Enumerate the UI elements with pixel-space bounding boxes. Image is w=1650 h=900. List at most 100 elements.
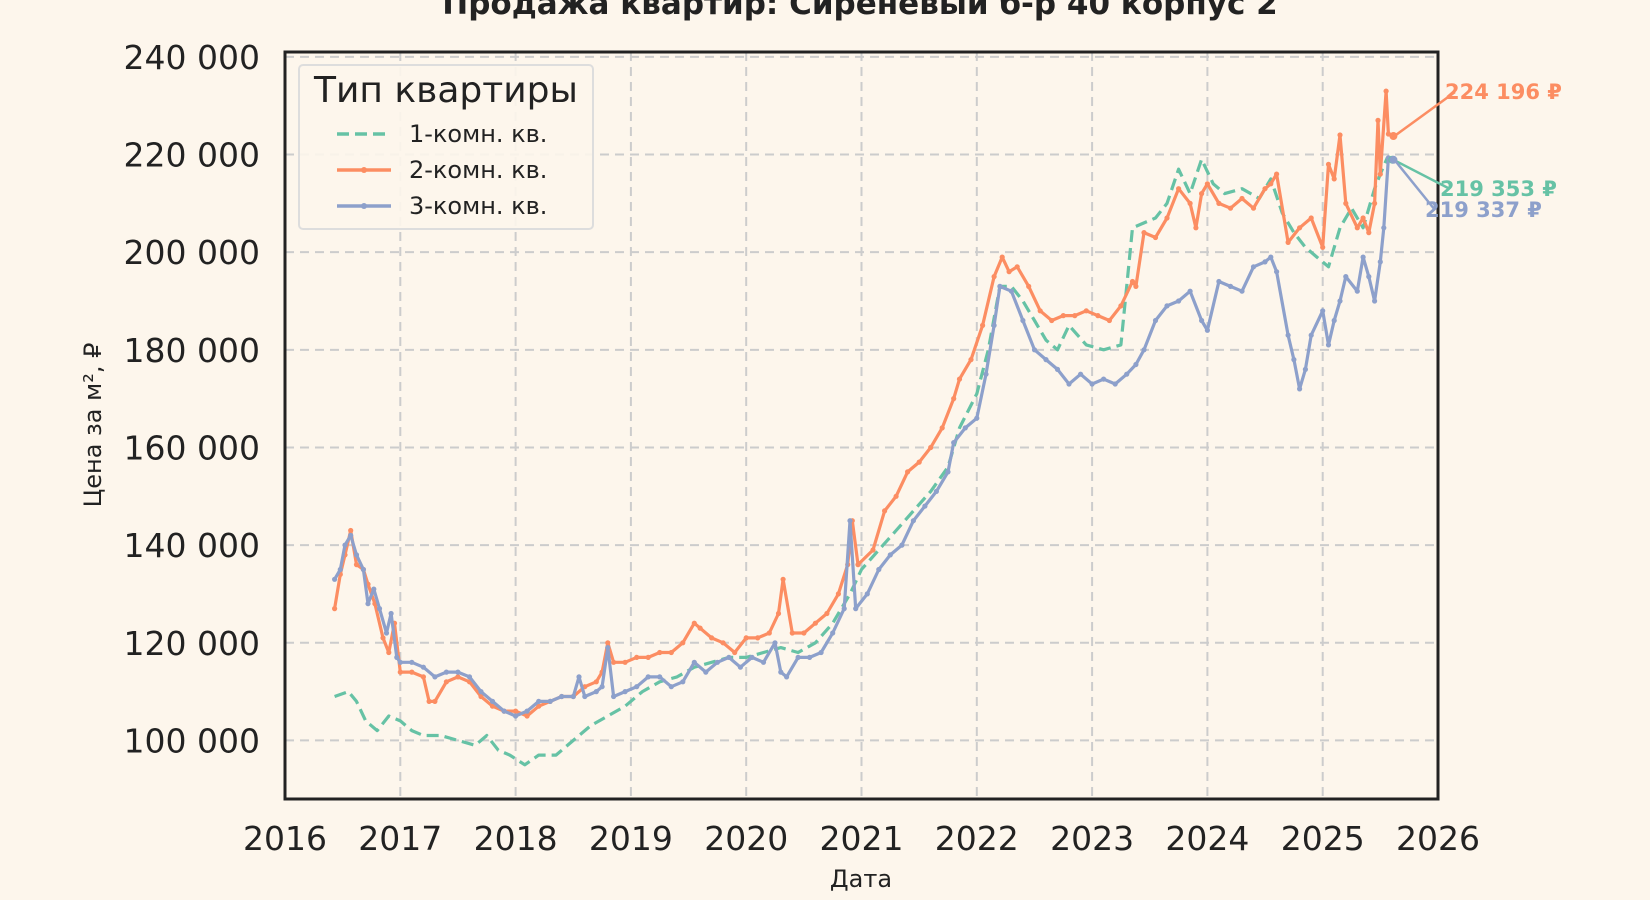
series-3-point [337, 566, 343, 573]
series-3-point [576, 674, 582, 680]
series-3-point [466, 674, 473, 680]
series-3-point [360, 566, 366, 573]
series-3-point [1089, 381, 1095, 387]
series-2-point [691, 620, 697, 626]
series-2-point [634, 654, 640, 661]
series-3-point [951, 440, 957, 446]
end-label-arrowhead-3 [1389, 155, 1398, 164]
series-3-point [657, 674, 663, 680]
y-tick-label: 240 000 [124, 38, 260, 77]
series-3-point [1366, 274, 1372, 280]
series-2-point [709, 635, 715, 641]
series-3-point [1152, 317, 1159, 324]
series-2-point [432, 698, 438, 705]
series-3-point [1112, 381, 1118, 387]
series-2-point [766, 630, 772, 636]
series-line-3 [333, 157, 1390, 718]
series-3-point [622, 689, 628, 695]
series-2-point [1337, 132, 1343, 138]
series-2-point [353, 562, 360, 568]
series-2-point [455, 674, 461, 680]
plot-frame [283, 50, 1440, 801]
series-2-point [928, 444, 934, 451]
series-3-point [1141, 347, 1147, 353]
series-3-point [887, 552, 893, 558]
end-label-arrow-1 [1392, 158, 1451, 191]
legend-label-2: 2-комн. кв. [409, 156, 547, 184]
x-tick-label: 2023 [1050, 819, 1134, 858]
series-3-point [1066, 381, 1072, 387]
series-2-point [939, 425, 945, 431]
series-3-point [1285, 332, 1291, 338]
legend-label-1: 1-комн. кв. [409, 120, 547, 148]
series-3-point [1381, 225, 1387, 231]
series-2-point [1262, 186, 1268, 192]
series-3-point [478, 689, 484, 695]
series-2-point [1083, 308, 1089, 314]
series-2-point [893, 493, 899, 499]
series-2-point [1204, 181, 1210, 187]
legend: Тип квартиры 1-комн. кв. 2-комн. кв. 3-ком… [298, 64, 594, 230]
series-2-point [1026, 283, 1032, 289]
x-tick-label: 2026 [1396, 819, 1480, 858]
series-2-point [780, 576, 786, 582]
series-3-point [611, 693, 617, 700]
series-2-point [1187, 200, 1193, 206]
series-2-point [1072, 313, 1078, 319]
end-labels: 219 353 ₽ 224 196 ₽ 219 337 ₽ [1388, 80, 1562, 222]
series-3-point [371, 586, 377, 592]
series-2-point [1343, 200, 1349, 206]
series-3-point [1133, 361, 1139, 368]
series-3-point [784, 674, 790, 680]
series-2-point [801, 630, 807, 636]
series-3-point [1187, 288, 1193, 294]
x-tick-label: 2024 [1165, 819, 1249, 858]
series-2-point [1375, 117, 1381, 123]
series-2-point [1297, 225, 1303, 231]
series-2-point [732, 649, 738, 656]
series-3-point [513, 713, 519, 719]
series-3-point [1227, 283, 1234, 289]
legend-entries: 1-комн. кв. 2-комн. кв. 3-комн. кв. [337, 120, 547, 220]
series-3-point [668, 684, 674, 690]
series-2-point [593, 679, 599, 685]
series-2-point [1354, 225, 1360, 231]
series-3-point [1372, 298, 1378, 304]
series-3-point [501, 708, 507, 714]
series-3-point [420, 664, 426, 670]
series-2-point [1133, 283, 1139, 289]
series-3-point [634, 684, 640, 690]
x-tick-label: 2018 [474, 819, 558, 858]
series-3-point [983, 371, 989, 377]
series-2-point [611, 659, 617, 665]
series-2-point [905, 469, 911, 475]
series-2-point [524, 713, 530, 719]
end-label-1: 219 353 ₽ [1440, 177, 1557, 201]
series-3-point [1239, 288, 1245, 294]
series-2-point [409, 669, 415, 675]
series-2-point [1060, 313, 1066, 319]
series-2-point [789, 630, 795, 636]
y-axis-label: Цена за м², ₽ [79, 343, 107, 508]
y-tick-label: 140 000 [124, 526, 260, 565]
end-label-2: 224 196 ₽ [1445, 80, 1562, 104]
series-2-point [1216, 200, 1222, 206]
x-axis-label: Дата [830, 865, 892, 893]
series-2-point [426, 698, 432, 705]
series-line-1 [334, 157, 1389, 767]
series-3-point [841, 606, 847, 612]
series-3-point [524, 708, 530, 714]
series-2-point [443, 679, 449, 685]
series-3-point [365, 601, 371, 607]
grid-lines [285, 52, 1438, 799]
series-3-point [997, 283, 1003, 289]
series-2-point [536, 703, 542, 709]
series-3-point [680, 679, 686, 685]
series-3-point [1291, 357, 1297, 363]
series-3-point [1164, 303, 1170, 309]
series-2-point [1176, 186, 1182, 192]
series-3-point [795, 654, 801, 661]
x-tick-label: 2022 [935, 819, 1019, 858]
series-2-point [1366, 230, 1372, 236]
series-3-point [847, 518, 853, 524]
